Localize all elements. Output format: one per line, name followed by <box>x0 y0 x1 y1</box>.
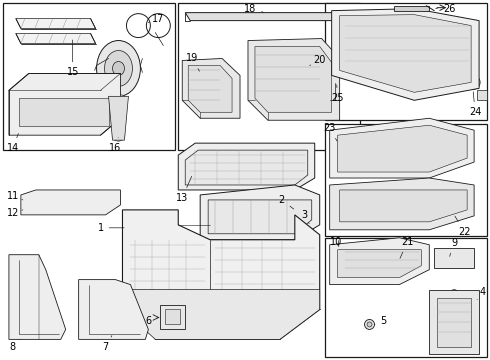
Text: 25: 25 <box>331 85 344 103</box>
Text: 12: 12 <box>7 208 23 218</box>
Polygon shape <box>200 185 319 240</box>
Text: 20: 20 <box>310 55 326 66</box>
Ellipse shape <box>64 104 94 120</box>
Polygon shape <box>248 39 340 120</box>
Bar <box>325 238 487 357</box>
Text: 3: 3 <box>302 210 309 224</box>
Text: 16: 16 <box>109 138 122 153</box>
Polygon shape <box>208 200 312 234</box>
Text: 24: 24 <box>469 92 481 117</box>
Text: 4: 4 <box>477 287 486 300</box>
Polygon shape <box>16 33 96 44</box>
Text: 8: 8 <box>10 339 21 352</box>
Polygon shape <box>122 289 319 339</box>
Text: 19: 19 <box>186 54 199 71</box>
Polygon shape <box>178 143 315 190</box>
Polygon shape <box>78 280 148 339</box>
Bar <box>19 98 108 126</box>
Ellipse shape <box>97 41 141 96</box>
Polygon shape <box>9 73 121 135</box>
Polygon shape <box>340 190 467 222</box>
Text: 1: 1 <box>98 223 124 233</box>
Polygon shape <box>429 289 479 354</box>
Text: 18: 18 <box>244 4 264 14</box>
Text: 22: 22 <box>455 216 470 237</box>
Ellipse shape <box>352 202 364 214</box>
Bar <box>325 124 487 236</box>
Polygon shape <box>437 298 471 347</box>
Ellipse shape <box>470 80 476 85</box>
Text: 17: 17 <box>148 14 165 24</box>
Ellipse shape <box>365 140 434 168</box>
Text: 15: 15 <box>67 40 79 77</box>
Ellipse shape <box>466 75 480 89</box>
Text: 2: 2 <box>279 195 294 209</box>
Polygon shape <box>394 6 429 11</box>
Text: 10: 10 <box>329 237 342 247</box>
Text: 7: 7 <box>102 336 112 352</box>
Text: 14: 14 <box>7 134 19 153</box>
Text: 13: 13 <box>176 176 192 203</box>
Text: 21: 21 <box>400 237 414 258</box>
Text: 11: 11 <box>7 191 23 201</box>
Ellipse shape <box>104 50 132 86</box>
Polygon shape <box>160 305 185 329</box>
Polygon shape <box>330 118 474 178</box>
Text: 23: 23 <box>323 123 337 141</box>
Ellipse shape <box>365 319 374 329</box>
Polygon shape <box>122 210 319 339</box>
Polygon shape <box>340 15 471 92</box>
Polygon shape <box>16 19 96 28</box>
Ellipse shape <box>111 94 126 106</box>
Polygon shape <box>182 58 240 118</box>
Polygon shape <box>21 190 121 215</box>
Bar <box>325 3 487 120</box>
Polygon shape <box>188 66 232 112</box>
Polygon shape <box>330 238 429 285</box>
Ellipse shape <box>113 131 124 141</box>
Bar <box>178 3 360 150</box>
Text: 6: 6 <box>146 316 157 327</box>
Polygon shape <box>338 250 421 278</box>
Polygon shape <box>9 255 66 339</box>
Polygon shape <box>165 310 180 324</box>
Polygon shape <box>434 248 474 268</box>
Text: 5: 5 <box>374 316 387 327</box>
Ellipse shape <box>113 62 124 75</box>
Polygon shape <box>185 150 308 185</box>
Polygon shape <box>330 178 474 230</box>
Ellipse shape <box>444 195 454 205</box>
Polygon shape <box>477 90 487 100</box>
Text: 26: 26 <box>436 4 455 14</box>
Polygon shape <box>332 9 479 100</box>
Polygon shape <box>338 125 467 172</box>
Polygon shape <box>185 13 344 21</box>
Polygon shape <box>108 96 128 140</box>
Text: 9: 9 <box>450 238 457 256</box>
Ellipse shape <box>365 31 434 75</box>
Ellipse shape <box>28 104 58 120</box>
Bar <box>3 3 175 150</box>
Ellipse shape <box>371 37 427 68</box>
Polygon shape <box>255 46 332 112</box>
Ellipse shape <box>367 322 372 327</box>
